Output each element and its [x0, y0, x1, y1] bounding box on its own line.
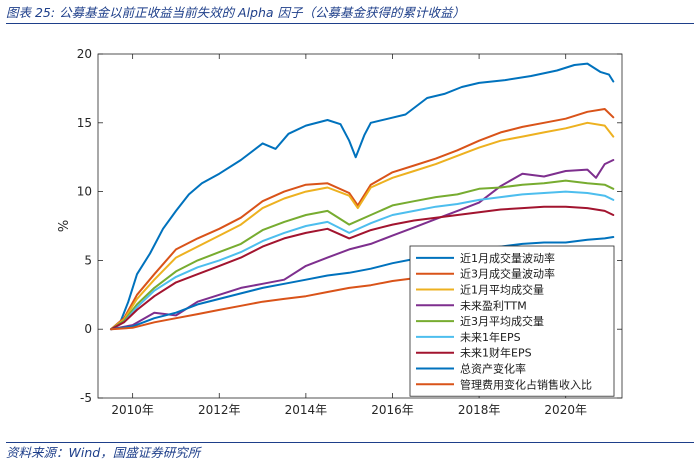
- series-line-4: [110, 159, 615, 331]
- x-tick-label: 2010年: [111, 403, 154, 417]
- axes: -5 0 5 10 15 20 2010年 2012年 2014年 2016年 2018年 2020年…: [57, 47, 622, 417]
- legend-label-2: 近3月成交量波动率: [460, 267, 555, 281]
- x-tick-label: 2012年: [198, 403, 241, 417]
- y-tick-label: 0: [84, 322, 92, 336]
- legend-label-1: 近1月成交量波动率: [460, 251, 555, 265]
- legend-label-7: 未来1财年EPS: [460, 346, 532, 360]
- y-tick-label: -5: [80, 391, 92, 405]
- series-line-1: [110, 62, 615, 331]
- chart-container: -5 0 5 10 15 20 2010年 2012年 2014年 2016年 2018年 2020年…: [0, 28, 700, 438]
- legend-label-4: 未来盈利TTM: [460, 299, 527, 312]
- series-line-3: [110, 121, 615, 331]
- series-lines: [110, 62, 615, 331]
- source-rule: [6, 442, 694, 443]
- y-tick-label: 5: [84, 253, 92, 267]
- legend-label-3: 近1月平均成交量: [460, 283, 544, 297]
- y-tick-label: 10: [77, 185, 92, 199]
- series-line-6: [110, 190, 615, 331]
- series-line-5: [110, 179, 615, 331]
- title-underline: [6, 23, 694, 24]
- legend-label-6: 未来1年EPS: [460, 330, 521, 344]
- figure-source-text: 资料来源：Wind，国盛证券研究所: [6, 445, 201, 460]
- y-axis-label: %: [57, 220, 72, 232]
- figure-source: 资料来源：Wind，国盛证券研究所: [6, 442, 694, 464]
- figure-title: 图表 25: 公募基金以前正收益当前失效的 Alpha 因子（公募基金获得的累计…: [6, 2, 694, 24]
- series-line-7: [110, 205, 615, 331]
- x-tick-label: 2020年: [544, 403, 587, 417]
- legend-label-5: 近3月平均成交量: [460, 314, 544, 328]
- y-tick-label: 15: [77, 116, 92, 130]
- y-tick-label: 20: [77, 47, 92, 61]
- x-tick-label: 2018年: [458, 403, 501, 417]
- figure-title-text: 图表 25: 公募基金以前正收益当前失效的 Alpha 因子（公募基金获得的累计…: [6, 5, 466, 20]
- series-line-2: [110, 108, 615, 331]
- series-line-8: [110, 236, 615, 331]
- line-chart: -5 0 5 10 15 20 2010年 2012年 2014年 2016年 2018年 2020年…: [57, 47, 623, 417]
- legend-label-9: 管理费用变化占销售收入比: [460, 377, 592, 391]
- x-tick-label: 2016年: [371, 403, 414, 417]
- x-tick-label: 2014年: [285, 403, 328, 417]
- legend-label-8: 总资产变化率: [460, 362, 526, 376]
